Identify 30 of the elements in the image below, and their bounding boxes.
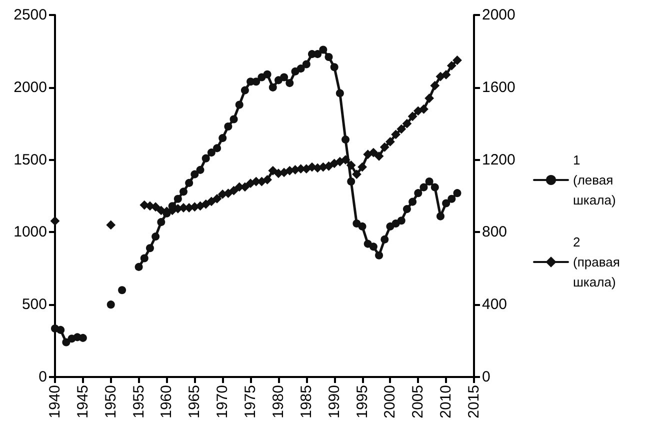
x-tick-label: 2005 (410, 385, 427, 418)
y-tick-label: 500 (22, 296, 47, 314)
x-tick-label: 2015 (466, 385, 482, 418)
x-tick-label: 1955 (130, 385, 148, 418)
x-tick-label: 1995 (354, 385, 371, 418)
x-tick-label: 1950 (102, 385, 120, 418)
x-tick-label: 1960 (158, 385, 176, 418)
y-tick-label: 1000 (14, 224, 47, 241)
x-tick-label: 1990 (326, 385, 343, 418)
legend-label: 1 (левая шкала) (573, 152, 616, 208)
y-tick-label: 0 (38, 368, 47, 386)
x-tick-label: 1985 (298, 385, 315, 418)
legend-label: 2 (правая шкала) (573, 234, 620, 290)
x-tick-label: 2000 (382, 385, 399, 418)
x-tick-label: 1980 (270, 385, 287, 418)
y-tick-label: 2000 (14, 78, 47, 96)
x-tick-label: 1945 (74, 385, 92, 418)
x-tick-label: 1965 (186, 385, 204, 418)
y2-tick-label: 400 (482, 296, 508, 314)
y-tick-label: 1500 (14, 151, 47, 168)
y2-tick-label: 1200 (482, 151, 516, 168)
y-tick-label: 2500 (14, 6, 47, 24)
y2-tick-label: 0 (482, 368, 490, 386)
x-tick-label: 1975 (242, 385, 260, 418)
x-tick-label: 1970 (214, 385, 232, 418)
y2-tick-label: 800 (482, 224, 508, 241)
x-tick-label: 1940 (46, 385, 64, 418)
x-tick-label: 2010 (438, 385, 455, 418)
y2-tick-label: 1600 (482, 78, 516, 96)
y2-tick-label: 2000 (482, 6, 516, 24)
